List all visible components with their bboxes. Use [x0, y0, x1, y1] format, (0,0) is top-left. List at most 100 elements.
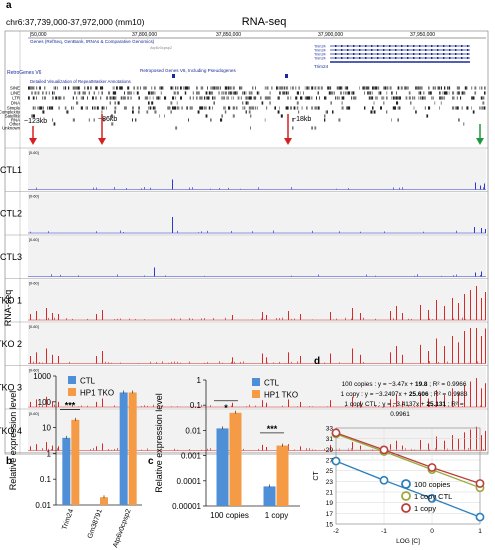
exon-mark	[377, 49, 379, 51]
repeat-mark	[311, 126, 313, 130]
y-tick-label: 0.01	[185, 426, 201, 435]
repeat-mark	[381, 96, 383, 100]
repeat-mark	[148, 91, 150, 95]
signal-peak	[102, 443, 103, 451]
repeat-mark	[482, 101, 485, 105]
repeat-mark	[215, 96, 216, 100]
exon-mark	[443, 45, 445, 47]
signal-peak	[96, 401, 97, 407]
repeat-mark	[276, 86, 278, 90]
repeat-mark	[453, 96, 455, 100]
repeat-mark	[444, 86, 446, 90]
repeat-mark	[440, 86, 442, 90]
repeat-mark	[277, 86, 279, 90]
repeat-mark	[325, 96, 327, 100]
repeat-mark	[452, 96, 454, 100]
repeat-mark	[309, 96, 311, 100]
signal-peak	[52, 313, 53, 320]
repeat-mark	[324, 118, 326, 122]
exon-mark	[437, 57, 439, 59]
signal-peak	[330, 312, 331, 320]
repeat-mark	[458, 118, 460, 122]
repeat-mark	[372, 91, 373, 95]
repeat-mark	[108, 91, 111, 95]
repeat-mark	[408, 91, 411, 95]
repeat-mark	[285, 106, 288, 110]
repeat-mark	[154, 91, 156, 95]
y-tick-label: 27	[326, 458, 334, 465]
repeat-mark	[290, 86, 292, 90]
signal-peak	[58, 314, 59, 320]
repeat-mark	[352, 96, 355, 100]
repeat-mark	[197, 91, 200, 95]
repeat-mark	[375, 86, 378, 90]
repeat-mark	[292, 86, 294, 90]
y-tick-label: 19	[326, 500, 334, 507]
repeat-mark	[348, 91, 351, 95]
exon-mark	[347, 45, 349, 47]
repeat-mark	[93, 106, 96, 110]
signal-noise	[324, 448, 325, 451]
regression-equation: 0.9961	[390, 411, 410, 418]
signal-peak	[96, 314, 97, 320]
repeat-mark	[456, 91, 459, 95]
signal-peak	[288, 352, 289, 364]
repeat-mark	[93, 91, 95, 95]
signal-peak	[46, 348, 47, 364]
signal-noise	[339, 362, 340, 364]
repeat-mark	[236, 106, 238, 110]
repeat-mark	[428, 86, 430, 90]
exon-mark	[425, 45, 427, 47]
repeat-mark	[284, 86, 285, 90]
repeat-mark	[341, 96, 344, 100]
repeat-mark	[247, 101, 249, 105]
signal-noise	[231, 361, 232, 364]
signal-noise	[348, 188, 349, 190]
signal-noise	[288, 405, 289, 407]
signal-peak	[352, 308, 353, 320]
signal-peak	[172, 217, 173, 233]
repeat-mark	[234, 106, 236, 110]
repeat-mark	[221, 91, 223, 95]
signal-peak	[444, 395, 445, 407]
ruler-tick-label: |50,000	[30, 32, 47, 38]
repeat-mark	[184, 91, 187, 95]
exon-mark	[353, 49, 355, 51]
repeat-mark	[44, 96, 46, 100]
exon-mark	[455, 45, 457, 47]
repeat-mark	[373, 86, 376, 90]
panel-c-letter: c	[148, 456, 154, 467]
genomic-coordinate: chr6:37,739,000-37,972,000 (mm10)	[6, 17, 145, 27]
repeat-mark	[210, 91, 212, 95]
signal-noise	[402, 187, 403, 190]
signal-noise	[264, 319, 265, 320]
exon-mark	[353, 53, 355, 55]
repeat-mark	[304, 86, 306, 90]
repeat-mark	[175, 126, 178, 130]
signal-noise	[228, 187, 229, 190]
signal-noise	[207, 230, 208, 233]
signal-noise	[54, 404, 55, 407]
repeat-mark	[292, 118, 294, 122]
repeat-mark	[424, 96, 426, 100]
signal-noise	[279, 318, 280, 320]
data-point	[331, 428, 341, 438]
repeat-mark	[301, 96, 303, 100]
signal-noise	[162, 361, 163, 364]
repeat-mark	[175, 96, 177, 100]
equation-intercept: 25.606	[409, 391, 429, 398]
track-background	[28, 192, 486, 234]
y-tick-label: 21	[326, 490, 334, 497]
signal-noise	[273, 362, 274, 364]
signal-noise	[336, 318, 337, 320]
signal-noise	[111, 449, 112, 451]
repeat-mark	[338, 118, 341, 122]
y-tick-label: 0.01	[35, 501, 51, 510]
repeat-mark	[114, 96, 117, 100]
exon-mark	[461, 45, 463, 47]
signal-noise	[42, 448, 43, 451]
signal-noise	[279, 361, 280, 364]
arrow-green-trim24	[476, 124, 484, 145]
repeat-mark	[480, 96, 483, 100]
repeat-mark	[192, 91, 194, 95]
